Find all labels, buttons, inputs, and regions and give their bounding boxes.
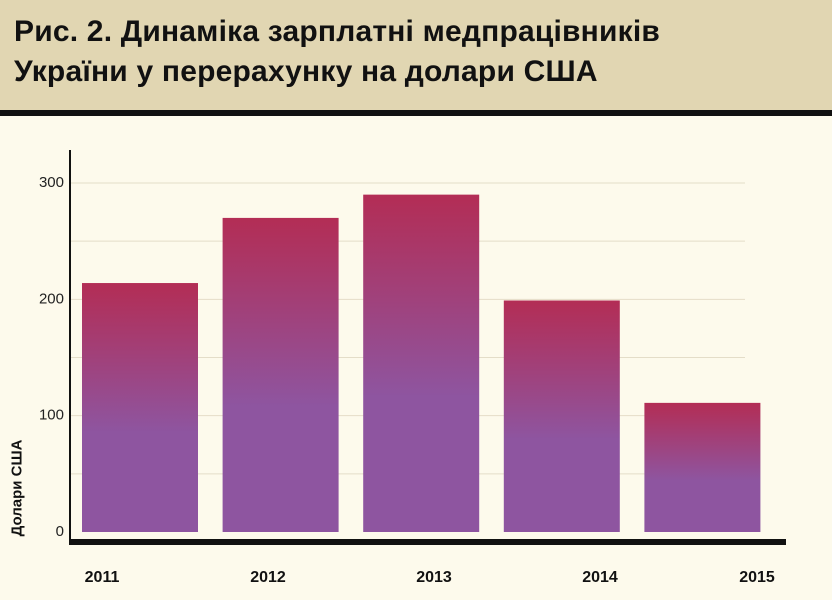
chart-header: Рис. 2. Динаміка зарплатні медпрацівникі… [0, 0, 832, 110]
y-tick-labels: 0 100 200 300 [39, 174, 64, 540]
y-tick-label: 200 [39, 290, 64, 307]
x-tick-label: 2015 [739, 569, 775, 586]
bar-2015 [644, 402, 761, 532]
x-tick-labels: 2011 2012 2013 2014 2015 [85, 569, 775, 586]
bar-2012 [222, 217, 339, 532]
x-tick-label: 2014 [582, 569, 618, 586]
bar-2014 [503, 300, 620, 532]
chart-title: Рис. 2. Динаміка зарплатні медпрацівникі… [14, 12, 832, 92]
y-tick-label: 300 [39, 174, 64, 191]
chart-title-line-2: України у перерахунку на долари США [14, 55, 598, 88]
x-tick-label: 2012 [250, 569, 286, 586]
chart-title-line-1: Рис. 2. Динаміка зарплатні медпрацівникі… [14, 15, 661, 48]
bar-2013 [363, 194, 480, 532]
y-tick-label: 0 [56, 523, 64, 540]
y-tick-label: 100 [39, 407, 64, 424]
bar-2011 [82, 283, 198, 532]
x-tick-label: 2011 [85, 569, 120, 586]
header-divider [0, 110, 832, 116]
x-tick-label: 2013 [416, 569, 452, 586]
bars [82, 194, 761, 532]
y-axis-title: Долари США [8, 439, 26, 537]
